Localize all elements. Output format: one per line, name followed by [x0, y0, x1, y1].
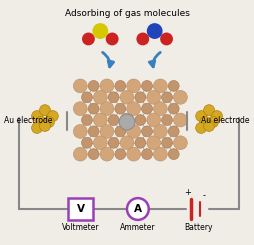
Text: Ammeter: Ammeter	[120, 223, 156, 232]
Circle shape	[135, 115, 146, 125]
Circle shape	[141, 80, 152, 91]
Circle shape	[82, 33, 95, 45]
FancyBboxPatch shape	[68, 198, 93, 220]
Text: A: A	[134, 204, 142, 214]
Circle shape	[196, 122, 207, 133]
Circle shape	[73, 102, 87, 116]
Circle shape	[173, 113, 187, 127]
Circle shape	[168, 149, 179, 159]
Circle shape	[127, 147, 141, 161]
Circle shape	[108, 115, 119, 125]
Circle shape	[173, 136, 187, 150]
Circle shape	[88, 80, 99, 91]
Circle shape	[204, 105, 214, 116]
Circle shape	[88, 126, 99, 137]
Circle shape	[88, 103, 99, 114]
Text: Voltmeter: Voltmeter	[62, 223, 99, 232]
Circle shape	[100, 124, 114, 138]
Circle shape	[82, 92, 92, 103]
Circle shape	[73, 79, 87, 93]
Circle shape	[36, 117, 46, 127]
Text: -: -	[203, 191, 206, 200]
Circle shape	[147, 90, 161, 104]
Circle shape	[153, 124, 167, 138]
Circle shape	[168, 126, 179, 137]
Circle shape	[135, 92, 146, 103]
Circle shape	[40, 105, 50, 116]
Circle shape	[160, 33, 173, 45]
Circle shape	[153, 102, 167, 116]
Circle shape	[106, 33, 119, 45]
Text: Battery: Battery	[184, 223, 212, 232]
Circle shape	[135, 137, 146, 148]
Text: Au electrode: Au electrode	[201, 116, 250, 124]
Circle shape	[141, 103, 152, 114]
Circle shape	[115, 103, 126, 114]
Text: Adsorbing of gas molecules: Adsorbing of gas molecules	[65, 9, 189, 18]
Circle shape	[153, 79, 167, 93]
Circle shape	[92, 23, 108, 39]
Text: V: V	[76, 204, 85, 214]
Circle shape	[93, 113, 107, 127]
Circle shape	[196, 111, 207, 122]
Circle shape	[141, 126, 152, 137]
Circle shape	[100, 147, 114, 161]
Circle shape	[141, 149, 152, 159]
Circle shape	[208, 117, 218, 127]
Circle shape	[127, 198, 149, 220]
Circle shape	[40, 121, 50, 131]
Circle shape	[168, 80, 179, 91]
Circle shape	[43, 117, 54, 127]
Circle shape	[119, 114, 135, 130]
Circle shape	[120, 113, 134, 127]
Circle shape	[88, 149, 99, 159]
Circle shape	[200, 117, 211, 127]
Circle shape	[73, 124, 87, 138]
Circle shape	[127, 79, 141, 93]
Circle shape	[127, 124, 141, 138]
Circle shape	[115, 149, 126, 159]
Circle shape	[153, 147, 167, 161]
Circle shape	[115, 80, 126, 91]
Circle shape	[204, 121, 214, 131]
Circle shape	[115, 126, 126, 137]
Circle shape	[147, 113, 161, 127]
Circle shape	[31, 122, 42, 133]
Circle shape	[82, 115, 92, 125]
Circle shape	[136, 33, 149, 45]
Circle shape	[147, 136, 161, 150]
Circle shape	[100, 79, 114, 93]
Circle shape	[31, 111, 42, 122]
Circle shape	[173, 90, 187, 104]
Circle shape	[120, 90, 134, 104]
Text: +: +	[184, 188, 191, 197]
Circle shape	[168, 103, 179, 114]
Circle shape	[162, 137, 172, 148]
Circle shape	[162, 92, 172, 103]
Circle shape	[108, 92, 119, 103]
Circle shape	[73, 147, 87, 161]
Circle shape	[100, 102, 114, 116]
Circle shape	[47, 111, 58, 122]
Circle shape	[147, 23, 163, 39]
Circle shape	[93, 136, 107, 150]
Circle shape	[82, 137, 92, 148]
Circle shape	[120, 136, 134, 150]
Circle shape	[212, 111, 223, 122]
Circle shape	[93, 90, 107, 104]
Circle shape	[108, 137, 119, 148]
Text: Au electrode: Au electrode	[4, 116, 53, 124]
Circle shape	[162, 115, 172, 125]
Circle shape	[127, 102, 141, 116]
